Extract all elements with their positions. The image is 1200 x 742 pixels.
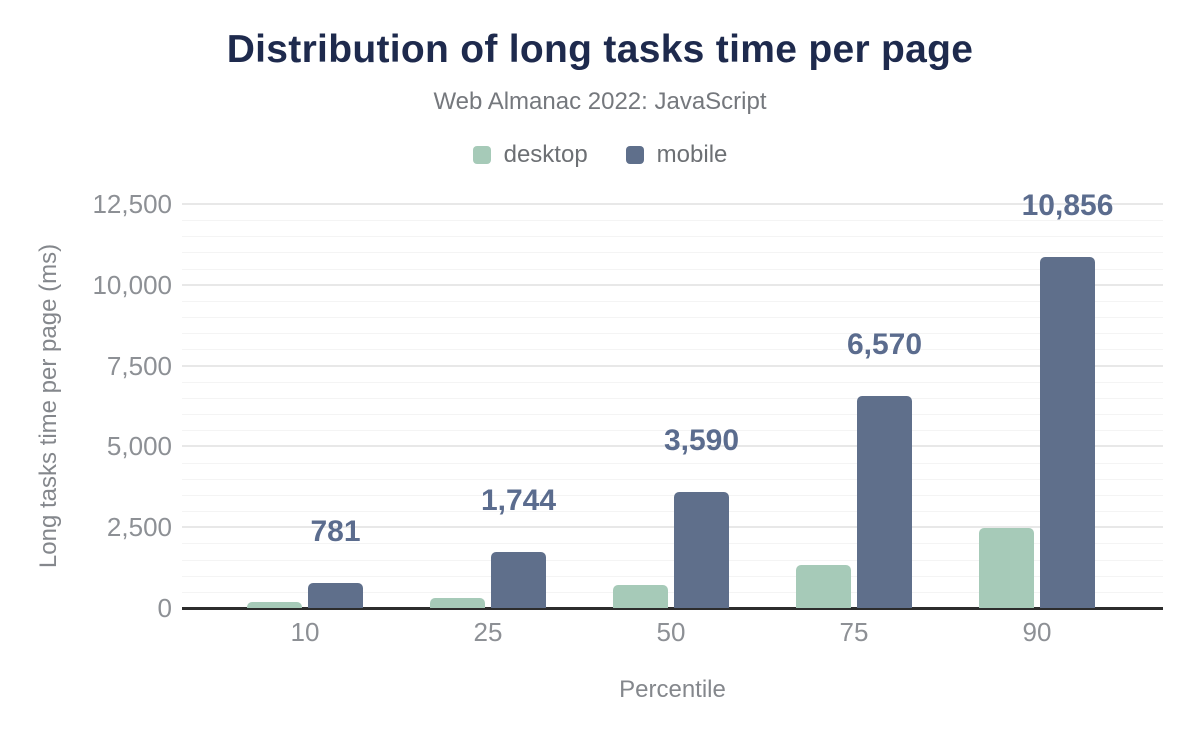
gridline-minor — [182, 236, 1163, 238]
bar-mobile-50[interactable] — [674, 491, 729, 608]
gridline-minor — [182, 478, 1163, 480]
gridline-minor — [182, 559, 1163, 561]
bar-desktop-10[interactable] — [247, 601, 302, 608]
mobile-swatch-icon — [625, 146, 644, 164]
gridline-minor — [182, 397, 1163, 399]
gridline-minor — [182, 511, 1163, 513]
gridline-major — [182, 445, 1163, 448]
gridline-minor — [182, 414, 1163, 416]
legend-label-desktop: desktop — [503, 141, 588, 168]
bar-desktop-50[interactable] — [613, 584, 668, 608]
x-axis-tick-label: 10 — [290, 617, 320, 647]
y-axis-tick-label: 10,000 — [92, 269, 172, 300]
gridline-minor — [182, 543, 1163, 545]
bar-desktop-25[interactable] — [430, 597, 485, 608]
x-axis-line — [182, 607, 1163, 610]
chart-title: Distribution of long tasks time per page — [226, 28, 974, 71]
x-axis-tick-label: 25 — [473, 617, 503, 647]
gridline-major — [182, 526, 1163, 529]
gridline-major — [182, 283, 1163, 286]
bar-mobile-10[interactable] — [308, 582, 363, 608]
gridline-minor — [182, 575, 1163, 577]
bar-value-label-10: 781 — [310, 514, 361, 548]
bar-desktop-90[interactable] — [979, 528, 1034, 608]
x-axis-title: Percentile — [619, 676, 726, 703]
bar-mobile-75[interactable] — [857, 395, 912, 608]
bar-value-label-90: 10,856 — [1021, 189, 1114, 223]
gridline-minor — [182, 333, 1163, 335]
x-axis-tick-label: 75 — [839, 617, 869, 647]
bar-mobile-25[interactable] — [491, 551, 546, 608]
y-axis-tick-label: 12,500 — [92, 189, 172, 219]
legend-item-mobile[interactable]: mobile — [625, 141, 728, 169]
gridline-major — [182, 364, 1163, 367]
plot-area: 781 1,744 3,590 6,570 10,856 — [182, 191, 1163, 610]
bar-desktop-75[interactable] — [796, 565, 851, 608]
gridline-minor — [182, 300, 1163, 302]
y-axis-tick-label: 0 — [157, 593, 172, 623]
desktop-swatch-icon — [472, 146, 491, 164]
gridline-minor — [182, 317, 1163, 319]
gridline-minor — [182, 268, 1163, 270]
bar-value-label-50: 3,590 — [663, 423, 740, 457]
y-axis-tick-label: 7,500 — [106, 350, 172, 381]
legend-item-desktop[interactable]: desktop — [472, 141, 588, 169]
gridline-minor — [182, 220, 1163, 222]
gridline-minor — [182, 494, 1163, 496]
gridline-minor — [182, 591, 1163, 593]
y-axis-tick-label: 2,500 — [106, 512, 172, 543]
gridline-minor — [182, 252, 1163, 254]
bar-value-label-75: 6,570 — [846, 327, 923, 361]
legend-label-mobile: mobile — [656, 141, 728, 168]
bar-mobile-90[interactable] — [1040, 257, 1095, 608]
gridline-major — [182, 203, 1163, 205]
chart-subtitle: Web Almanac 2022: JavaScript — [433, 88, 767, 115]
legend: desktop mobile — [0, 141, 1200, 169]
x-axis-tick-label: 90 — [1022, 617, 1052, 647]
gridline-minor — [182, 462, 1163, 464]
bar-value-label-25: 1,744 — [480, 483, 557, 517]
x-axis-tick-label: 50 — [656, 617, 686, 647]
gridline-minor — [182, 430, 1163, 432]
gridline-minor — [182, 381, 1163, 383]
gridline-minor — [182, 349, 1163, 351]
y-axis-tick-label: 5,000 — [106, 431, 172, 462]
